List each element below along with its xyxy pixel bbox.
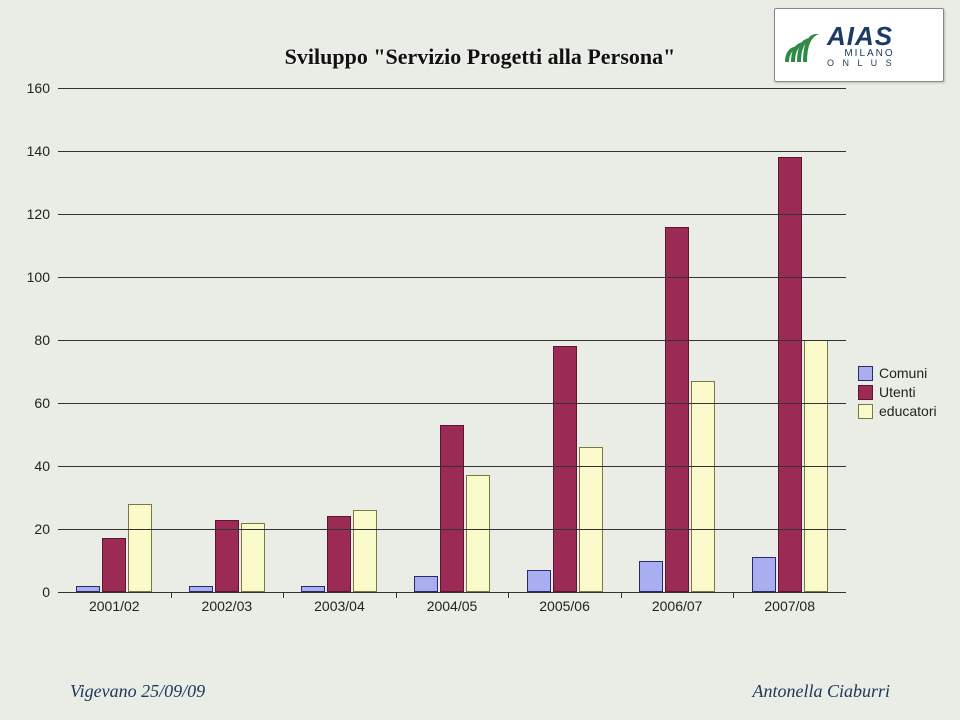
bar-educatori [579, 447, 603, 592]
legend: Comuni Utenti educatori [858, 362, 954, 422]
chart-plot-area: 020406080100120140160 [58, 88, 846, 592]
y-tick-label: 0 [42, 584, 58, 600]
bar-educatori [353, 510, 377, 592]
legend-swatch-icon [858, 366, 873, 381]
bar-comuni [752, 557, 776, 592]
chart-plot: 020406080100120140160 [58, 88, 846, 593]
gridline [58, 529, 846, 530]
footer: Vigevano 25/09/09 Antonella Ciaburri [0, 681, 960, 702]
gridline [58, 403, 846, 404]
bar-utenti [102, 538, 126, 592]
y-tick-label: 160 [27, 80, 58, 96]
y-tick-label: 20 [34, 521, 58, 537]
bar-comuni [639, 561, 663, 593]
legend-label: educatori [879, 403, 937, 419]
slide-root: AIAS MILANO O N L U S Sviluppo "Servizio… [0, 0, 960, 720]
x-tick-label: 2001/02 [89, 598, 140, 614]
bar-utenti [327, 516, 351, 592]
x-tick [396, 592, 397, 598]
y-tick-label: 120 [27, 206, 58, 222]
y-tick-label: 60 [34, 395, 58, 411]
gridline [58, 340, 846, 341]
x-tick-label: 2007/08 [764, 598, 815, 614]
footer-right: Antonella Ciaburri [752, 681, 890, 702]
legend-item: educatori [858, 403, 954, 419]
gridline [58, 277, 846, 278]
y-tick-label: 40 [34, 458, 58, 474]
y-tick-label: 100 [27, 269, 58, 285]
bar-comuni [76, 586, 100, 592]
bar-utenti [215, 520, 239, 592]
bar-comuni [414, 576, 438, 592]
x-tick [508, 592, 509, 598]
x-tick-label: 2003/04 [314, 598, 365, 614]
x-tick-label: 2006/07 [652, 598, 703, 614]
bar-educatori [466, 475, 490, 592]
x-tick-label: 2002/03 [202, 598, 253, 614]
legend-item: Utenti [858, 384, 954, 400]
legend-swatch-icon [858, 385, 873, 400]
x-tick [283, 592, 284, 598]
bar-utenti [778, 157, 802, 592]
y-tick-label: 80 [34, 332, 58, 348]
bar-comuni [189, 586, 213, 592]
gridline [58, 466, 846, 467]
x-axis: 2001/02 2002/03 2003/04 2004/05 2005/06 2006/… [58, 594, 846, 618]
x-tick [733, 592, 734, 598]
bar-educatori [241, 523, 265, 592]
legend-label: Utenti [879, 384, 916, 400]
bar-comuni [527, 570, 551, 592]
gridline [58, 151, 846, 152]
legend-swatch-icon [858, 404, 873, 419]
legend-item: Comuni [858, 365, 954, 381]
y-tick-label: 140 [27, 143, 58, 159]
gridline [58, 88, 846, 89]
x-tick-label: 2004/05 [427, 598, 478, 614]
bar-educatori [691, 381, 715, 592]
bar-comuni [301, 586, 325, 592]
bar-utenti [553, 346, 577, 592]
x-tick [621, 592, 622, 598]
x-tick-label: 2005/06 [539, 598, 590, 614]
bar-educatori [128, 504, 152, 592]
x-tick [171, 592, 172, 598]
bar-utenti [665, 227, 689, 592]
footer-left: Vigevano 25/09/09 [70, 681, 205, 702]
chart-title: Sviluppo "Servizio Progetti alla Persona… [0, 44, 960, 70]
legend-label: Comuni [879, 365, 927, 381]
gridline [58, 214, 846, 215]
bar-utenti [440, 425, 464, 592]
